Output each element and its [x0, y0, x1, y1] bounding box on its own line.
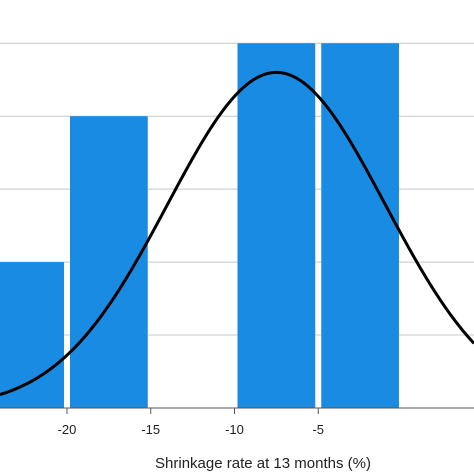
- x-axis-ticks: -20 -15 -10 -5: [58, 408, 324, 437]
- histogram-bar: [237, 43, 316, 408]
- x-tick-label: -20: [58, 422, 77, 437]
- x-tick-label: -5: [312, 422, 324, 437]
- histogram-bar: [321, 43, 399, 408]
- normal-curve-layer: [0, 70, 474, 397]
- normal-curve: [0, 70, 474, 397]
- x-axis-title: Shrinkage rate at 13 months (%): [155, 455, 371, 472]
- histogram-bar: [0, 262, 64, 408]
- x-tick-label: -15: [141, 422, 160, 437]
- x-tick-label: -10: [225, 422, 244, 437]
